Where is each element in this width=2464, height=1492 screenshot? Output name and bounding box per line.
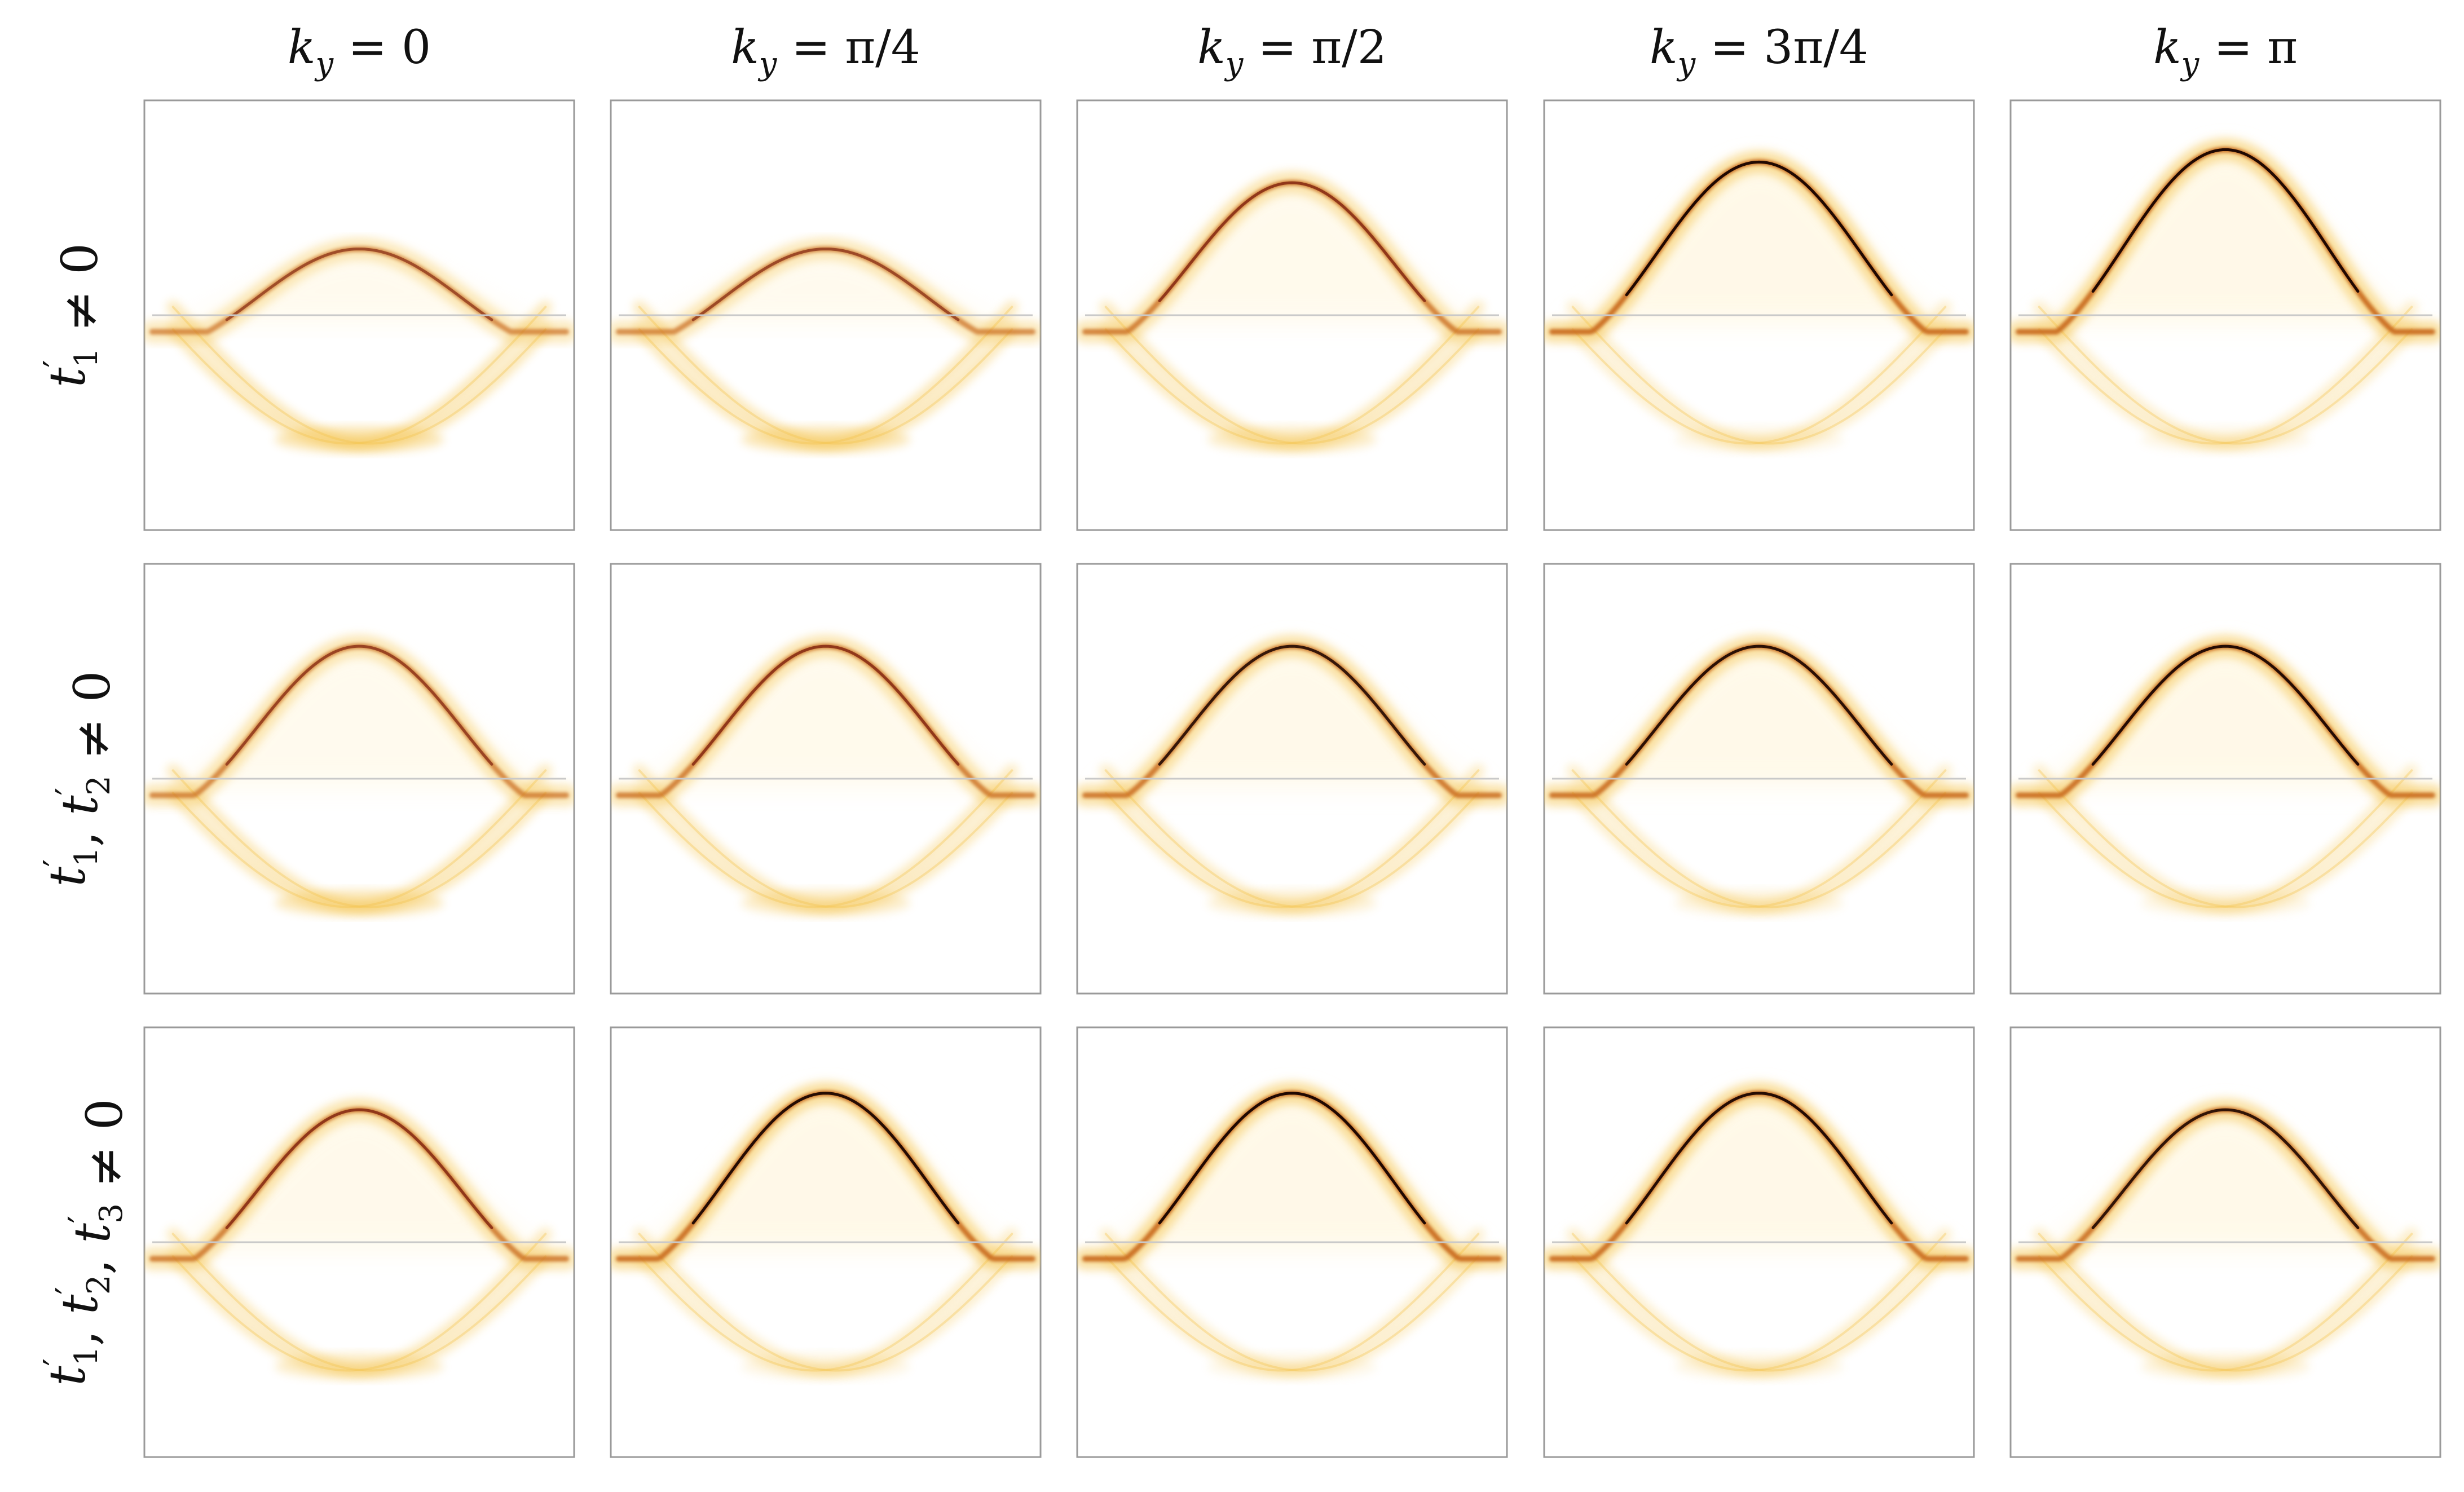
panel-r3-c3 (1076, 1026, 1508, 1458)
incoherent-envelope (1085, 1093, 1499, 1251)
band-core (1625, 1092, 1893, 1225)
incoherent-envelope (1085, 183, 1499, 324)
row-headers: t′1 ≠ 0 t′1, t′2 ≠ 0 t′1, t′2, t′3 ≠ 0 (37, 243, 134, 1386)
incoherent-envelope (1552, 162, 1966, 324)
row-header: t′1 ≠ 0 (37, 243, 109, 387)
column-header: ky = 3π/4 (1650, 21, 1868, 82)
spectral-weight-spot (741, 426, 910, 453)
panel-r2-c4 (1543, 563, 1975, 995)
panel-r2-c2 (610, 563, 1042, 995)
row-header: t′1, t′2 ≠ 0 (37, 671, 121, 887)
band-core (1625, 645, 1893, 766)
incoherent-envelope (619, 1093, 1033, 1251)
incoherent-envelope (2018, 1110, 2432, 1251)
panel-r3-c1 (143, 1026, 575, 1458)
spectral-weight-spot (1207, 1353, 1377, 1380)
band-core (225, 645, 493, 766)
band-core (2091, 645, 2360, 766)
panel-r2-c3 (1076, 563, 1508, 995)
panel-r1-c1 (143, 99, 575, 531)
spectral-weight-spot (1207, 426, 1377, 453)
incoherent-envelope (619, 646, 1033, 787)
panel-grid (143, 99, 2441, 1458)
spectral-weight-spot (275, 1353, 444, 1380)
panel-r3-c2 (610, 1026, 1042, 1458)
band-core (225, 1108, 493, 1229)
band-core (1158, 645, 1426, 766)
spectral-weight-spot (275, 426, 444, 453)
panel-r1-c4 (1543, 99, 1975, 531)
spectral-weight-spot (1674, 1353, 1844, 1380)
column-header: ky = 0 (288, 21, 431, 82)
band-core (1158, 1092, 1426, 1225)
panel-r3-c4 (1543, 1026, 1975, 1458)
band-core (1158, 181, 1426, 302)
incoherent-envelope (2018, 149, 2432, 324)
band-core (691, 248, 960, 321)
incoherent-envelope (1085, 646, 1499, 787)
column-headers: ky = 0 ky = π/4 ky = π/2 ky = 3π/4 ky = π (288, 21, 2298, 82)
incoherent-envelope (2018, 646, 2432, 787)
column-header: ky = π/2 (1197, 21, 1387, 82)
incoherent-envelope (1552, 1093, 1966, 1251)
panel-r1-c5 (2009, 99, 2441, 531)
band-core (1625, 160, 1893, 297)
column-header: ky = π/4 (731, 21, 920, 82)
spectral-weight-spot (1207, 889, 1377, 917)
band-core (225, 248, 493, 321)
incoherent-envelope (152, 646, 566, 787)
panel-r1-c3 (1076, 99, 1508, 531)
spectral-weight-spot (275, 889, 444, 917)
band-core (2091, 148, 2360, 293)
panel-r2-c1 (143, 563, 575, 995)
row-header: t′1, t′2, t′3 ≠ 0 (37, 1098, 134, 1386)
band-core (691, 1092, 960, 1225)
spectral-weight-spot (2141, 889, 2310, 917)
incoherent-envelope (152, 1110, 566, 1251)
spectral-weight-spot (741, 1353, 910, 1380)
spectral-weight-spot (1674, 426, 1844, 453)
panel-r2-c5 (2009, 563, 2441, 995)
band-core (2091, 1108, 2360, 1229)
spectral-weight-spot (741, 889, 910, 917)
column-header: ky = π (2153, 21, 2298, 82)
spectral-weight-spot (1674, 889, 1844, 917)
spectral-weight-spot (2141, 1353, 2310, 1380)
spectral-weight-spot (2141, 426, 2310, 453)
panel-r3-c5 (2009, 1026, 2441, 1458)
incoherent-envelope (1552, 646, 1966, 787)
band-core (691, 645, 960, 766)
panel-r1-c2 (610, 99, 1042, 531)
